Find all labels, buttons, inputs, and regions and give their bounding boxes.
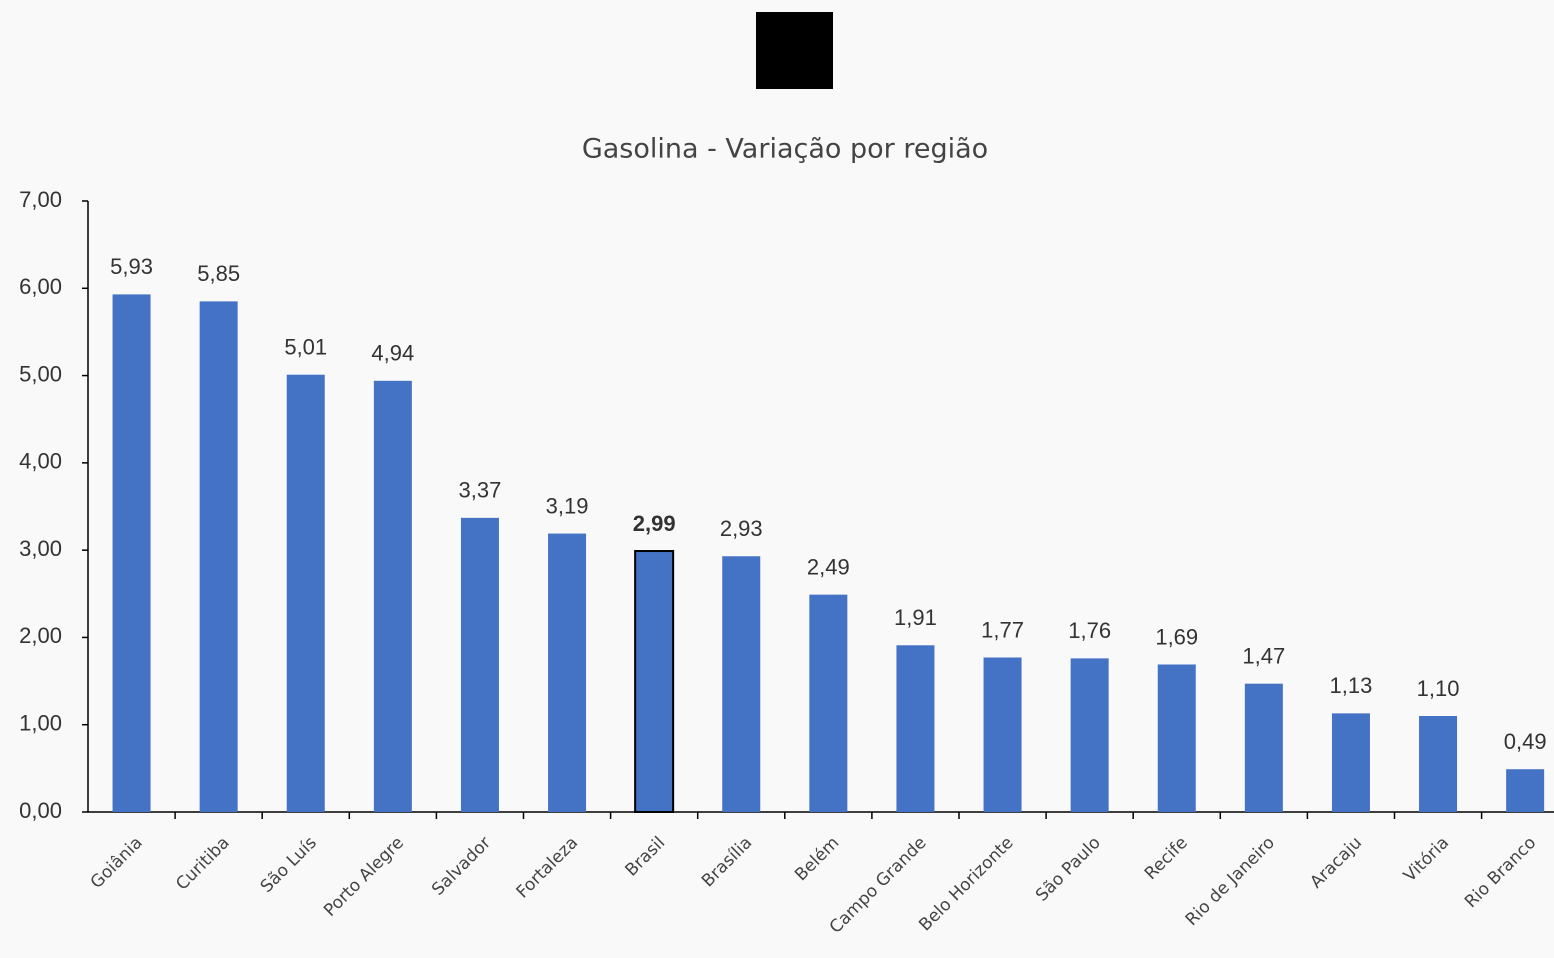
bar <box>199 301 238 812</box>
y-tick-label: 7,00 <box>19 187 62 212</box>
bar <box>983 657 1022 812</box>
bar <box>1331 713 1370 812</box>
data-label: 1,13 <box>1330 673 1373 698</box>
x-tick-label: Belo Horizonte <box>915 833 1017 935</box>
x-tick-label: Brasil <box>622 833 670 881</box>
bar <box>373 380 412 812</box>
data-label: 1,10 <box>1417 676 1460 701</box>
data-label: 0,49 <box>1504 729 1547 754</box>
bar <box>722 556 761 812</box>
bar <box>896 645 935 812</box>
x-tick-label: Rio de Janeiro <box>1182 833 1279 930</box>
data-label: 5,01 <box>284 335 327 360</box>
bar <box>460 517 499 812</box>
y-tick-label: 0,00 <box>19 798 62 823</box>
x-tick-label: Porto Alegre <box>320 833 408 921</box>
bar <box>112 294 151 812</box>
bar <box>1506 769 1545 812</box>
y-tick-label: 6,00 <box>19 274 62 299</box>
x-tick-label: Vitória <box>1400 833 1453 886</box>
x-tick-label: Rio Branco <box>1461 833 1540 912</box>
x-tick-label: Salvador <box>428 833 495 900</box>
data-label: 3,37 <box>459 478 502 503</box>
data-label: 1,69 <box>1155 624 1198 649</box>
x-tick-label: São Paulo <box>1032 833 1105 906</box>
data-label: 2,49 <box>807 554 850 579</box>
logo-block <box>756 12 833 89</box>
x-tick-label: São Luís <box>257 833 321 897</box>
y-tick-label: 2,00 <box>19 623 62 648</box>
data-label: 5,85 <box>197 261 240 286</box>
bar <box>809 594 848 812</box>
data-label: 1,47 <box>1242 644 1285 669</box>
chart-title: Gasolina - Variação por região <box>582 134 988 165</box>
bar <box>286 374 325 812</box>
data-label: 4,94 <box>371 341 414 366</box>
y-tick-label: 1,00 <box>19 711 62 736</box>
x-tick-label: Aracaju <box>1306 833 1366 893</box>
y-tick-label: 3,00 <box>19 536 62 561</box>
data-label: 5,93 <box>110 254 153 279</box>
x-tick-label: Brasília <box>698 833 756 891</box>
data-label: 1,77 <box>981 617 1024 642</box>
bar <box>1419 715 1458 812</box>
x-tick-label: Curitiba <box>172 833 233 894</box>
data-label: 2,93 <box>720 516 763 541</box>
x-tick-label: Recife <box>1141 833 1192 884</box>
bar <box>634 550 675 813</box>
bar <box>1070 658 1109 812</box>
data-label: 3,19 <box>546 493 589 518</box>
y-tick-label: 4,00 <box>19 449 62 474</box>
x-tick-label: Goiânia <box>87 833 147 893</box>
bar <box>1157 664 1196 812</box>
bar <box>1244 683 1283 812</box>
data-label: 1,91 <box>894 605 937 630</box>
x-tick-label: Belém <box>791 833 843 885</box>
data-label: 2,99 <box>633 511 676 536</box>
data-label: 1,76 <box>1068 618 1111 643</box>
x-tick-label: Fortaleza <box>513 833 582 902</box>
y-tick-label: 5,00 <box>19 361 62 386</box>
bar <box>548 533 587 812</box>
